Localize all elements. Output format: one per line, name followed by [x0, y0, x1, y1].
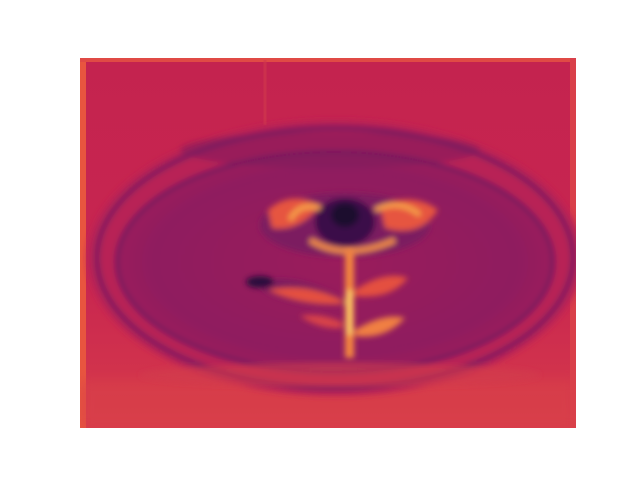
petal-highlight — [373, 202, 422, 217]
leaf-dark-spot — [246, 276, 274, 288]
plate-inner — [115, 150, 555, 374]
plate-rim-line — [94, 125, 576, 391]
leaf — [355, 275, 408, 297]
leaf — [355, 316, 405, 337]
leaf — [300, 314, 342, 329]
plate-bottom-highlight — [140, 363, 540, 387]
stem-highlight — [347, 290, 352, 335]
top-edge — [80, 58, 576, 62]
image — [80, 58, 576, 428]
flower — [260, 193, 438, 257]
leaf — [268, 287, 342, 305]
left-edge — [80, 58, 86, 428]
stem-leaves — [246, 250, 408, 358]
plate-shadow — [180, 132, 480, 168]
plate — [87, 120, 576, 396]
flower-core — [331, 203, 359, 227]
